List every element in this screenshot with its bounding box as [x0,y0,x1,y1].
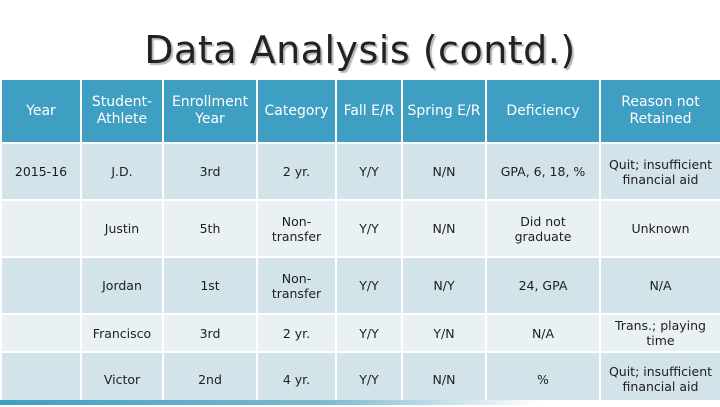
bottom-accent-bar [0,400,720,405]
cell-deficiency: N/A [485,313,601,353]
table-row: 2015-16 J.D. 3rd 2 yr. Y/Y N/N GPA, 6, 1… [0,142,720,201]
cell-category: 2 yr. [256,142,337,201]
cell-spring: N/Y [401,256,487,315]
cell-year [0,313,82,353]
header-student-athlete: Student-Athlete [80,78,164,144]
cell-reason: Unknown [599,199,720,258]
header-reason: Reason not Retained [599,78,720,144]
cell-enrollment: 1st [162,256,258,315]
cell-deficiency: 24, GPA [485,256,601,315]
cell-spring: Y/N [401,313,487,353]
cell-deficiency: GPA, 6, 18, % [485,142,601,201]
header-spring-er: Spring E/R [401,78,487,144]
cell-reason: N/A [599,256,720,315]
cell-year [0,256,82,315]
cell-student: Victor [80,351,164,407]
cell-category: Non-transfer [256,256,337,315]
cell-category: 4 yr. [256,351,337,407]
table-row: Jordan 1st Non-transfer Y/Y N/Y 24, GPA … [0,256,720,315]
cell-reason: Quit; insufficient financial aid [599,142,720,201]
table-row: Francisco 3rd 2 yr. Y/Y Y/N N/A Trans.; … [0,313,720,353]
cell-student: Justin [80,199,164,258]
cell-category: Non-transfer [256,199,337,258]
cell-spring: N/N [401,199,487,258]
cell-deficiency: % [485,351,601,407]
cell-student: Francisco [80,313,164,353]
cell-spring: N/N [401,351,487,407]
cell-year [0,199,82,258]
table-row: Justin 5th Non-transfer Y/Y N/N Did not … [0,199,720,258]
table-header-row: Year Student-Athlete Enrollment Year Cat… [0,78,720,144]
cell-reason: Quit; insufficient financial aid [599,351,720,407]
cell-enrollment: 3rd [162,313,258,353]
cell-deficiency: Did not graduate [485,199,601,258]
header-deficiency: Deficiency [485,78,601,144]
header-category: Category [256,78,337,144]
cell-enrollment: 5th [162,199,258,258]
header-fall-er: Fall E/R [335,78,403,144]
cell-fall: Y/Y [335,256,403,315]
cell-year [0,351,82,407]
cell-fall: Y/Y [335,351,403,407]
cell-student: Jordan [80,256,164,315]
cell-fall: Y/Y [335,313,403,353]
cell-fall: Y/Y [335,199,403,258]
cell-student: J.D. [80,142,164,201]
cell-category: 2 yr. [256,313,337,353]
slide-title: Data Analysis (contd.) [144,28,576,72]
cell-enrollment: 2nd [162,351,258,407]
table-row: Victor 2nd 4 yr. Y/Y N/N % Quit; insuffi… [0,351,720,407]
cell-enrollment: 3rd [162,142,258,201]
header-enrollment-year: Enrollment Year [162,78,258,144]
cell-fall: Y/Y [335,142,403,201]
header-year: Year [0,78,82,144]
cell-spring: N/N [401,142,487,201]
data-table: Year Student-Athlete Enrollment Year Cat… [0,78,720,407]
cell-reason: Trans.; playing time [599,313,720,353]
cell-year: 2015-16 [0,142,82,201]
